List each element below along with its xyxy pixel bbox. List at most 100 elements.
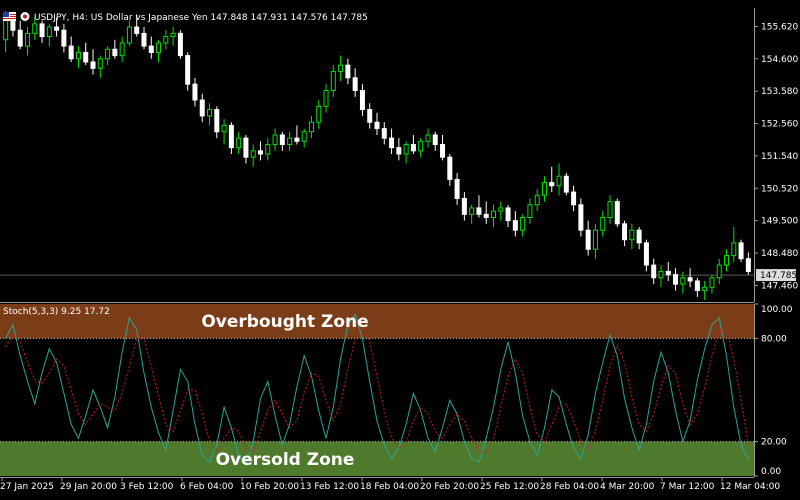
candle-body <box>279 134 285 145</box>
candle-body <box>105 48 111 60</box>
price-tick-label: 153.580 <box>761 87 798 97</box>
candle <box>651 258 657 285</box>
candle <box>163 30 169 50</box>
candle-body <box>323 90 329 107</box>
candle-body <box>316 105 322 123</box>
candle-body <box>498 207 504 212</box>
candle-body <box>199 99 205 117</box>
candle <box>709 274 715 294</box>
candle <box>185 52 191 91</box>
chart-title: USDJPY, H4: US Dollar vs Japanese Yen 14… <box>3 12 368 23</box>
candle <box>491 204 497 227</box>
candle-body <box>440 143 446 158</box>
price-pane[interactable]: 155.620 154.600 153.580 152.560 151.540 150.5… <box>0 8 798 303</box>
candle-body <box>54 26 60 31</box>
candle <box>39 20 45 43</box>
candle-body <box>177 32 183 57</box>
candle <box>614 198 620 227</box>
candle <box>359 84 365 116</box>
candle <box>403 141 409 164</box>
stochastic-lines <box>5 313 749 467</box>
candle <box>352 68 358 97</box>
candle <box>46 23 52 47</box>
current-price-tag-label: 147.785 <box>760 271 797 281</box>
candle-body <box>673 274 679 285</box>
candle-body <box>236 137 242 149</box>
candle-body <box>83 51 89 63</box>
candle <box>236 131 242 154</box>
candle-body <box>352 77 358 92</box>
time-tick-label: 4 Mar 20:00 <box>600 482 655 492</box>
candle-body <box>272 134 278 145</box>
candle-body <box>680 277 686 285</box>
candle <box>505 204 511 227</box>
candle <box>440 134 446 161</box>
candle <box>301 128 307 148</box>
candle <box>330 65 336 97</box>
candle-body <box>651 264 657 279</box>
candle <box>83 42 89 66</box>
candle-body <box>257 150 263 155</box>
candle-body <box>308 121 314 133</box>
overbought-zone <box>0 304 754 339</box>
time-tick-label: 10 Feb 20:00 <box>240 482 299 492</box>
price-tick-label: 155.620 <box>761 22 798 32</box>
candle <box>243 134 249 164</box>
candle <box>141 27 147 50</box>
stochastic-main-line <box>5 313 749 467</box>
candle <box>592 223 598 259</box>
candle-body <box>61 29 67 47</box>
candles-group <box>3 11 751 300</box>
candle <box>731 227 737 262</box>
candle <box>294 125 300 145</box>
candle-body <box>250 150 256 158</box>
chart-title-text: USDJPY, H4: US Dollar vs Japanese Yen 14… <box>34 13 368 23</box>
candle-body <box>731 242 737 257</box>
price-tick-label: 150.520 <box>761 184 798 194</box>
oversold-zone-label: Oversold Zone <box>216 450 355 470</box>
stochastic-pane[interactable]: Overbought Zone Oversold Zone Stoch(5,3,… <box>0 303 793 478</box>
time-tick-label: 13 Feb 12:00 <box>300 482 359 492</box>
candle <box>607 195 613 224</box>
candle <box>287 131 293 151</box>
candle <box>527 198 533 224</box>
stochastic-tick-label: 0.00 <box>761 467 781 477</box>
candle-body <box>454 178 460 199</box>
candle-body <box>148 45 154 53</box>
candle <box>629 223 635 250</box>
stochastic-axis: 100.00 80.00 20.00 0.00 <box>754 303 793 477</box>
time-tick-label: 28 Feb 04:00 <box>540 482 599 492</box>
candle <box>389 128 395 154</box>
candle <box>75 46 81 69</box>
candle <box>578 198 584 237</box>
candle <box>571 185 577 212</box>
time-tick-label: 7 Mar 12:00 <box>660 482 715 492</box>
candle <box>221 119 227 145</box>
candle <box>308 115 314 139</box>
candle-body <box>614 201 620 225</box>
candle <box>148 36 154 59</box>
candle-body <box>658 270 664 279</box>
candle-body <box>381 128 387 139</box>
candle-body <box>330 70 336 92</box>
candle-body <box>512 220 518 231</box>
candle-body <box>665 270 671 276</box>
candle-body <box>156 42 162 53</box>
candle <box>432 131 438 151</box>
candle-body <box>221 124 227 133</box>
candle-body <box>294 137 300 142</box>
candle-body <box>410 143 416 152</box>
candle <box>214 106 220 139</box>
candle-body <box>643 242 649 266</box>
candle <box>600 211 606 237</box>
candle <box>316 100 322 129</box>
candle <box>192 77 198 107</box>
candle-body <box>745 258 751 272</box>
candle <box>177 30 183 59</box>
candle <box>17 20 23 50</box>
time-tick-label: 6 Feb 04:00 <box>180 482 234 492</box>
candle <box>112 39 118 59</box>
candle <box>687 268 693 288</box>
candle <box>272 128 278 151</box>
